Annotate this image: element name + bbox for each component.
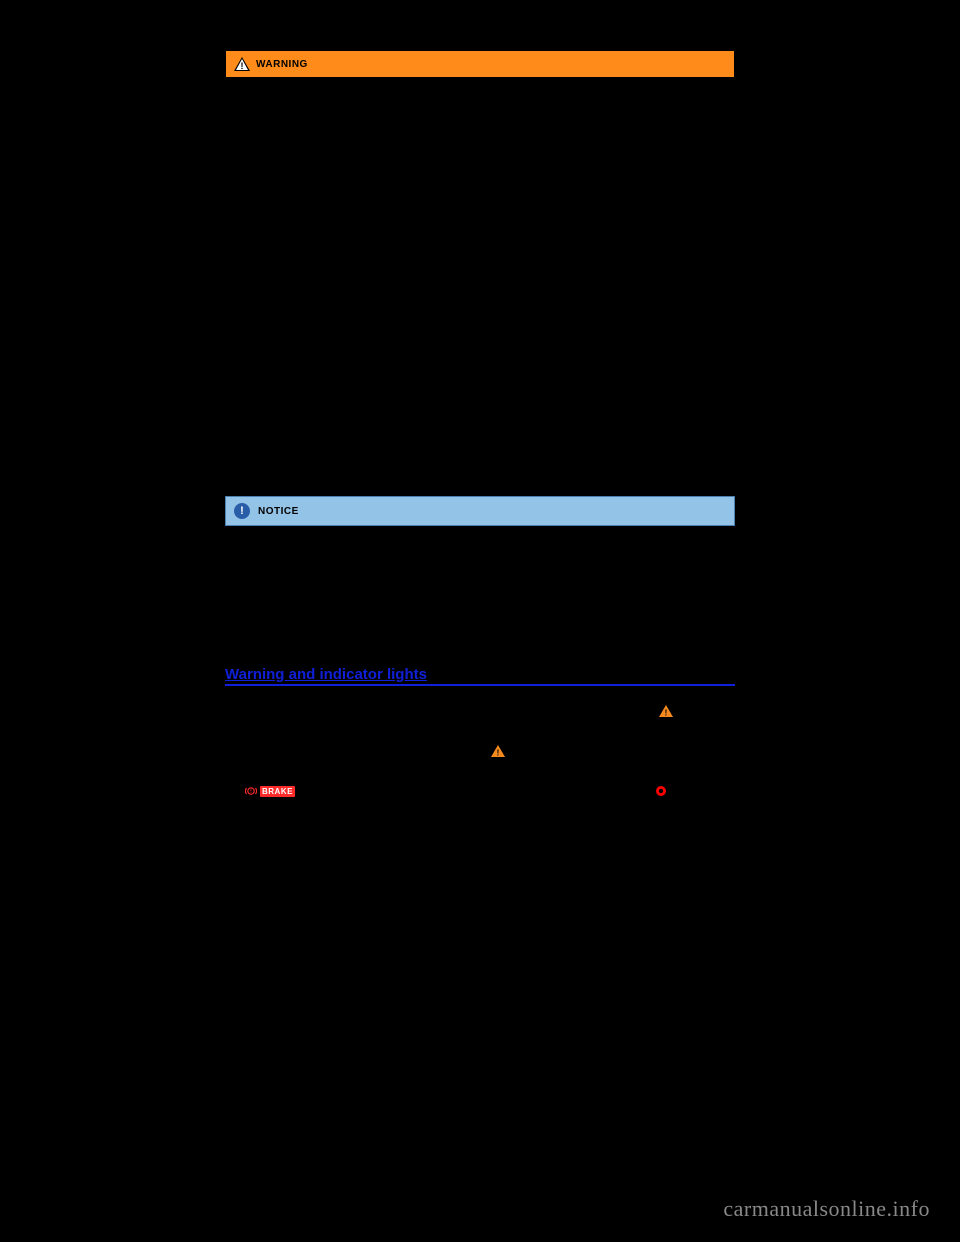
brake-text: BRAKE	[260, 786, 295, 797]
brake-symbol-icon: !	[245, 786, 257, 796]
indicator-row-3: ! BRAKE	[225, 780, 735, 802]
warning-header: ! WARNING	[225, 50, 735, 78]
warning-small-triangle-icon: !	[491, 745, 505, 757]
notice-circle-icon: !	[234, 503, 250, 519]
notice-icon-glyph: !	[240, 505, 244, 517]
section-heading: Warning and indicator lights	[225, 666, 735, 686]
notice-header: ! NOTICE	[225, 496, 735, 526]
warning-small-triangle-icon: !	[659, 705, 673, 717]
warning-triangle-icon: !	[234, 57, 250, 71]
warning-label: WARNING	[256, 59, 308, 70]
svg-text:!: !	[241, 61, 244, 71]
indicator-row-1: !	[225, 700, 735, 722]
warning-body-area	[225, 78, 735, 496]
indicator-row-2: !	[225, 740, 735, 762]
svg-text:!: !	[665, 709, 668, 718]
notice-label: NOTICE	[258, 506, 299, 517]
svg-text:!: !	[497, 749, 500, 758]
red-dot-icon	[655, 785, 667, 797]
notice-body-area	[225, 526, 735, 666]
brake-indicator-icon: ! BRAKE	[245, 786, 295, 797]
watermark-text: carmanualsonline.info	[723, 1196, 930, 1222]
